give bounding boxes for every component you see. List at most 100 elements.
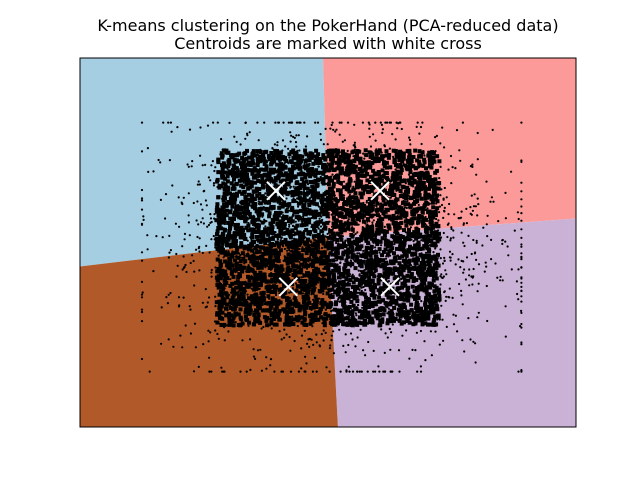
data-point [219, 290, 223, 294]
data-point [218, 238, 223, 243]
data-point [259, 219, 262, 222]
data-point [332, 233, 337, 238]
data-point [318, 219, 323, 224]
data-point [220, 262, 224, 265]
data-point [402, 178, 407, 183]
data-point [413, 252, 418, 257]
data-point [393, 237, 396, 240]
data-point [391, 171, 396, 176]
data-point [271, 205, 276, 210]
data-point [390, 206, 395, 211]
data-point [307, 202, 310, 205]
data-point [392, 296, 395, 300]
data-point [463, 268, 466, 271]
data-point [420, 142, 423, 146]
data-point [384, 332, 387, 335]
data-point [240, 191, 245, 196]
data-point [286, 282, 290, 285]
data-point [315, 239, 320, 244]
data-point [281, 149, 284, 152]
data-point [435, 261, 440, 266]
data-point [227, 161, 232, 166]
data-point [246, 293, 249, 296]
data-point [372, 349, 375, 352]
data-point [234, 153, 239, 158]
data-point [405, 194, 408, 197]
data-point [381, 128, 384, 131]
data-point [330, 188, 333, 191]
data-point [369, 204, 372, 208]
data-point [228, 246, 232, 249]
data-point [214, 242, 219, 247]
data-point [351, 187, 356, 192]
data-point [416, 244, 421, 249]
data-point [346, 295, 349, 298]
data-point [302, 275, 305, 278]
data-point [244, 180, 249, 185]
data-point [355, 241, 359, 246]
data-point [354, 318, 357, 322]
data-point [275, 222, 280, 227]
data-point [384, 160, 389, 165]
data-point [272, 310, 277, 315]
data-point [279, 167, 282, 170]
data-point [368, 254, 371, 257]
data-point [269, 177, 273, 182]
data-point [292, 197, 295, 200]
data-point [320, 288, 325, 293]
data-point [394, 163, 398, 167]
data-point [336, 226, 340, 229]
data-point [313, 294, 318, 299]
data-point [222, 209, 227, 214]
data-point [336, 263, 339, 266]
data-point [168, 251, 171, 254]
data-point [216, 213, 221, 218]
data-point [272, 194, 275, 197]
data-point [261, 290, 266, 295]
data-point [398, 318, 401, 321]
data-point [274, 210, 278, 215]
data-point [310, 170, 315, 175]
data-point [187, 214, 190, 217]
data-point [326, 313, 330, 318]
data-point [206, 225, 209, 228]
data-point [217, 217, 220, 220]
data-point [159, 198, 162, 201]
data-point [277, 317, 282, 322]
data-point [402, 313, 407, 318]
data-point [368, 253, 373, 258]
data-point [207, 223, 211, 227]
data-point [395, 169, 400, 174]
data-point [214, 329, 217, 332]
data-point [380, 168, 385, 173]
data-point [274, 168, 277, 172]
data-point [405, 256, 408, 259]
data-point [338, 247, 341, 250]
data-point [328, 227, 331, 231]
data-point [169, 249, 172, 252]
data-point [377, 182, 382, 187]
data-point [263, 159, 268, 164]
data-point [407, 287, 410, 290]
data-point [433, 262, 437, 265]
data-point [282, 184, 287, 189]
data-point [304, 227, 309, 232]
data-point [404, 278, 407, 281]
data-point [319, 256, 322, 259]
data-point [256, 300, 261, 305]
data-point [223, 273, 228, 278]
data-point [520, 266, 523, 269]
data-point [329, 175, 333, 178]
data-point [322, 254, 325, 257]
data-point [294, 141, 298, 144]
data-point [348, 273, 351, 276]
data-point [412, 257, 417, 262]
data-point [257, 275, 260, 278]
data-point [435, 239, 440, 244]
data-point [291, 287, 294, 290]
data-point [370, 300, 375, 305]
data-point [382, 176, 385, 179]
data-point [227, 200, 232, 205]
data-point [290, 168, 293, 171]
data-point [313, 273, 316, 276]
